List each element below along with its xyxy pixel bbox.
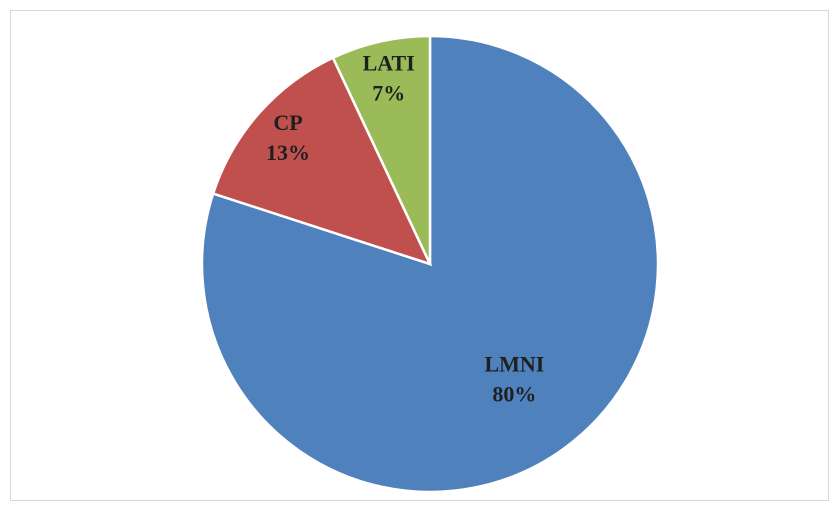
pie-slice (331, 34, 432, 265)
category-label: LMNI (484, 351, 544, 376)
pie (200, 34, 660, 494)
pie-slice (211, 56, 433, 267)
value-label: 7% (372, 80, 405, 105)
value-label: 13% (266, 140, 310, 165)
pie-slice (200, 34, 660, 494)
pie-labels: LMNI 80% CP 13% LATI 7% (266, 50, 544, 406)
value-label: 80% (492, 381, 536, 406)
category-label: CP (273, 110, 302, 135)
category-label: LATI (363, 50, 415, 75)
